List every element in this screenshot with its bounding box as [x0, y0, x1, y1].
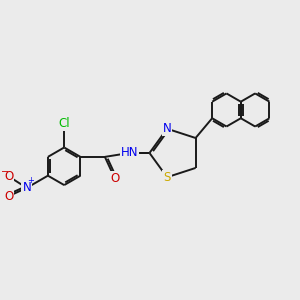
Text: O: O: [4, 170, 14, 183]
Text: N: N: [163, 122, 172, 135]
Text: O: O: [110, 172, 119, 184]
Text: Cl: Cl: [58, 117, 70, 130]
Text: O: O: [4, 190, 14, 202]
Text: +: +: [28, 176, 34, 185]
Text: HN: HN: [121, 146, 138, 160]
Text: S: S: [164, 171, 171, 184]
Text: −: −: [1, 167, 9, 177]
Text: N: N: [22, 182, 31, 194]
